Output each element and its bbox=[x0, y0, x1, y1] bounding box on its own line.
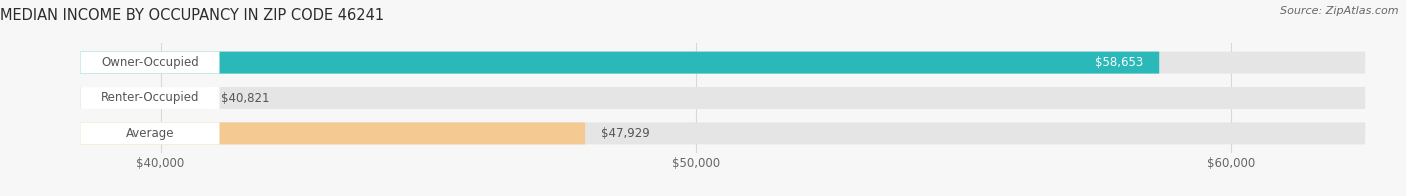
FancyBboxPatch shape bbox=[80, 52, 1159, 74]
FancyBboxPatch shape bbox=[80, 122, 585, 144]
Text: Source: ZipAtlas.com: Source: ZipAtlas.com bbox=[1281, 6, 1399, 16]
FancyBboxPatch shape bbox=[80, 87, 1365, 109]
Text: Renter-Occupied: Renter-Occupied bbox=[101, 92, 200, 104]
Text: Owner-Occupied: Owner-Occupied bbox=[101, 56, 198, 69]
Text: $47,929: $47,929 bbox=[602, 127, 650, 140]
FancyBboxPatch shape bbox=[80, 87, 204, 109]
FancyBboxPatch shape bbox=[80, 52, 1365, 74]
Text: $40,821: $40,821 bbox=[221, 92, 269, 104]
FancyBboxPatch shape bbox=[80, 52, 219, 74]
FancyBboxPatch shape bbox=[80, 122, 1365, 144]
Text: MEDIAN INCOME BY OCCUPANCY IN ZIP CODE 46241: MEDIAN INCOME BY OCCUPANCY IN ZIP CODE 4… bbox=[0, 8, 384, 23]
Text: $58,653: $58,653 bbox=[1095, 56, 1143, 69]
FancyBboxPatch shape bbox=[80, 122, 219, 144]
Text: Average: Average bbox=[125, 127, 174, 140]
FancyBboxPatch shape bbox=[80, 87, 219, 109]
